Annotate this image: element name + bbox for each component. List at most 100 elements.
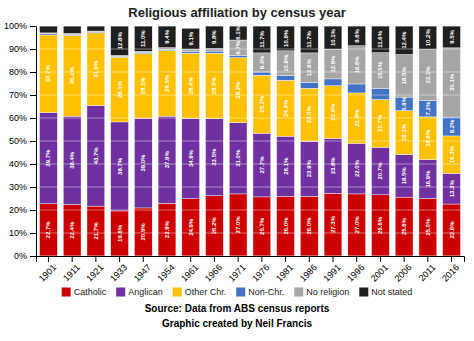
tick: 10% [9, 228, 36, 238]
data-label: 34.9% [188, 149, 194, 167]
grid-line [36, 164, 464, 165]
data-label: 26.0% [306, 217, 312, 235]
legend-item: Non-Chr. [236, 287, 284, 297]
bar [419, 117, 437, 160]
bar [395, 111, 413, 155]
bar [348, 143, 366, 194]
bar [158, 49, 176, 50]
bar [87, 33, 105, 106]
series [40, 106, 461, 211]
bar [182, 53, 200, 118]
data-label: 24.3% [283, 99, 289, 117]
legend-swatch [62, 288, 71, 297]
tick-mark [238, 256, 239, 262]
data-label: 23.9% [306, 160, 312, 178]
y-axis: 0%10%20%30%40%50%60%70%80%90%100% [4, 21, 37, 261]
tick-mark [167, 256, 168, 262]
tick-label: 2001 [369, 262, 390, 283]
legend-swatch [359, 288, 368, 297]
tick-mark [30, 210, 36, 211]
data-label: 25.2% [259, 95, 265, 113]
data-label: 21.7% [93, 222, 99, 240]
bar [324, 86, 342, 139]
tick-mark [119, 256, 120, 262]
tick: 30% [9, 182, 36, 192]
legend-item: No religion [294, 287, 349, 297]
data-label: 28.1% [117, 80, 123, 98]
bar [277, 26, 295, 51]
bar [419, 49, 437, 100]
grid-line [36, 210, 464, 211]
bar [277, 196, 295, 256]
bar [348, 26, 366, 46]
axis-line [37, 257, 465, 263]
data-label: 11.0% [140, 30, 146, 47]
data-label: 22.0% [354, 159, 360, 177]
tick: 1991 [321, 256, 342, 284]
tick-label: 2006 [393, 262, 414, 283]
bar [443, 136, 461, 173]
data-label: 16.9% [425, 170, 431, 188]
bar [324, 79, 342, 86]
tick-label: 1933 [108, 262, 129, 283]
tick-label: 1921 [84, 262, 105, 283]
data-label: 18.6% [425, 129, 431, 147]
bar [372, 53, 390, 89]
tick: 1921 [84, 256, 105, 284]
bar [158, 116, 176, 203]
bar [63, 26, 81, 33]
data-label: 28.1% [140, 77, 146, 95]
bar [229, 58, 247, 123]
data-label: 28.5% [211, 77, 217, 95]
bar [40, 112, 58, 203]
data-label: 27.3% [330, 215, 336, 233]
data-label: 9.8% [211, 30, 217, 44]
data-label: 15.5% [377, 61, 383, 79]
bar [419, 199, 437, 257]
tick-mark [30, 72, 36, 73]
tick-mark [30, 26, 36, 27]
data-label: 22.6% [449, 221, 455, 239]
data-label: 28.5% [164, 74, 170, 92]
grid-line [36, 141, 464, 142]
tick-mark [356, 256, 357, 262]
data-label: 27.0% [235, 216, 241, 234]
data-label: 6.1% [235, 26, 241, 40]
grid-line [36, 95, 464, 96]
tick-label: 30% [9, 182, 27, 192]
axis-line [30, 27, 37, 257]
tick-label: 1966 [203, 262, 224, 283]
bar [324, 26, 342, 49]
bar [253, 133, 271, 197]
tick-mark [143, 256, 144, 262]
data-label: 12.9% [306, 59, 312, 77]
bar [419, 26, 437, 49]
bar [40, 35, 58, 113]
bar [253, 72, 271, 75]
bar [63, 35, 81, 116]
tick-mark [285, 256, 286, 262]
data-label: 31.6% [93, 60, 99, 78]
tick: 1947 [132, 256, 153, 284]
data-label: 21.9% [354, 109, 360, 127]
tick: 20% [9, 205, 36, 215]
bar [419, 100, 437, 117]
legend-swatch [116, 288, 125, 297]
bar [182, 51, 200, 53]
tick-label: 50% [9, 136, 27, 146]
annotation: Graphic created by Neil Francis [162, 318, 312, 329]
data-label: 38.7% [117, 157, 123, 175]
tick-mark [30, 141, 36, 142]
bar [253, 197, 271, 256]
tick: 1911 [61, 256, 82, 283]
bar [300, 88, 318, 141]
data-label: 7.2% [425, 101, 431, 115]
data-label: 22.1% [425, 66, 431, 84]
data-label: 12.8% [117, 32, 123, 50]
data-label: 33.5% [211, 148, 217, 166]
bar [63, 34, 81, 35]
tick-label: 80% [9, 67, 27, 77]
data-label: 9.4% [164, 29, 170, 43]
tick-mark [332, 256, 333, 262]
tick-label: 1911 [61, 262, 82, 283]
